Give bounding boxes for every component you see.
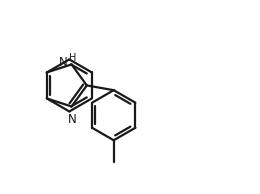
Text: H: H [69,53,76,63]
Text: N: N [59,56,68,69]
Text: N: N [68,113,77,126]
